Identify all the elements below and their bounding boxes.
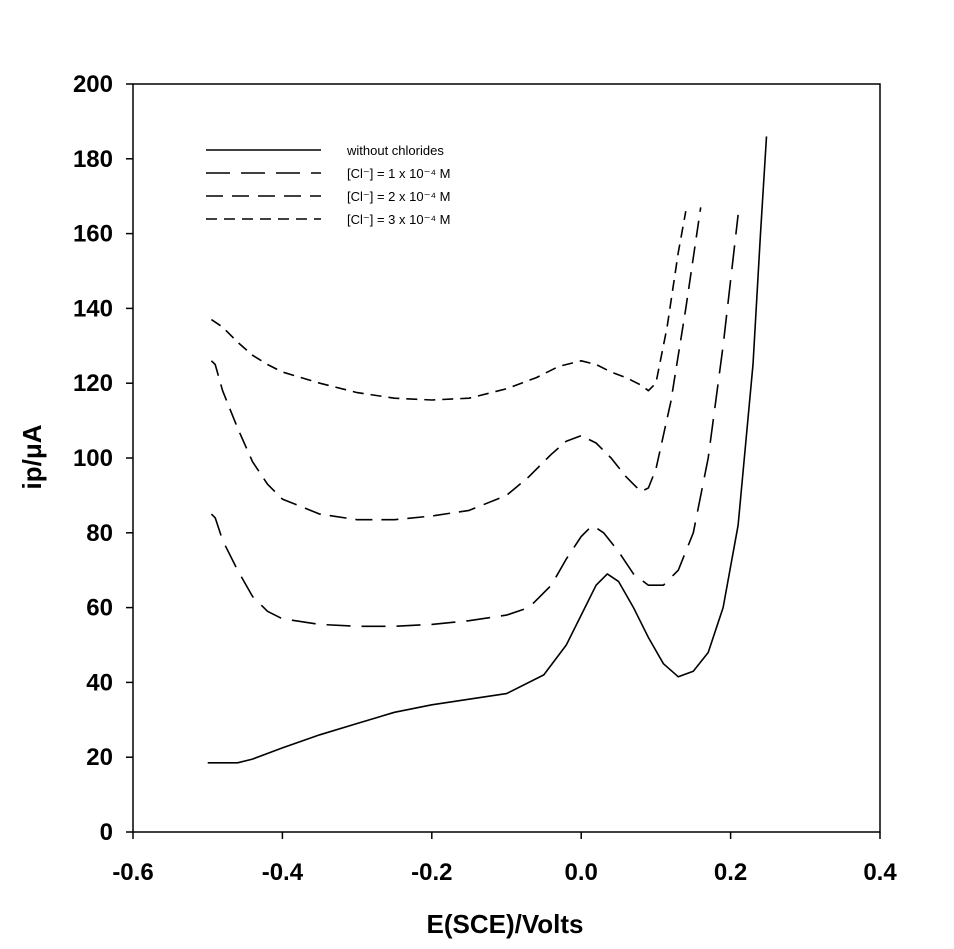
x-tick-label: 0.2 <box>714 859 747 886</box>
series-line-4 <box>210 211 687 401</box>
x-tick-label: 0.0 <box>565 859 598 886</box>
legend-label: [Cl⁻] = 3 x 10⁻⁴ M <box>347 212 450 227</box>
y-tick-label: 100 <box>73 445 113 472</box>
y-tick-label: 160 <box>73 221 113 248</box>
y-axis: 0 20 40 60 80 100 120 140 160 180 200 <box>73 71 133 846</box>
legend: without chlorides [Cl⁻] = 1 x 10⁻⁴ M [Cl⁻]… <box>206 143 450 227</box>
y-tick-label: 140 <box>73 295 113 322</box>
x-tick-label: -0.6 <box>112 859 153 886</box>
y-tick-label: 0 <box>100 819 113 846</box>
legend-label: without chlorides <box>346 143 444 158</box>
x-tick-label: -0.4 <box>262 859 304 886</box>
x-tick-label: -0.2 <box>411 859 452 886</box>
series-lines <box>207 136 768 764</box>
y-tick-label: 20 <box>86 744 113 771</box>
y-tick-label: 40 <box>86 669 113 696</box>
x-axis: -0.6 -0.4 -0.2 0.0 0.2 0.4 <box>112 832 897 886</box>
series-line-3 <box>210 207 702 521</box>
legend-label: [Cl⁻] = 2 x 10⁻⁴ M <box>347 189 450 204</box>
legend-label: [Cl⁻] = 1 x 10⁻⁴ M <box>347 166 450 181</box>
y-axis-title: ip/μA <box>17 424 47 489</box>
x-axis-title: E(SCE)/Volts <box>427 909 584 939</box>
y-tick-label: 120 <box>73 370 113 397</box>
y-tick-label: 200 <box>73 71 113 98</box>
x-tick-label: 0.4 <box>863 859 897 886</box>
y-tick-label: 180 <box>73 146 113 173</box>
series-line-2 <box>210 214 739 628</box>
y-tick-label: 80 <box>86 520 113 547</box>
series-line-1 <box>207 136 768 764</box>
y-tick-label: 60 <box>86 595 113 622</box>
